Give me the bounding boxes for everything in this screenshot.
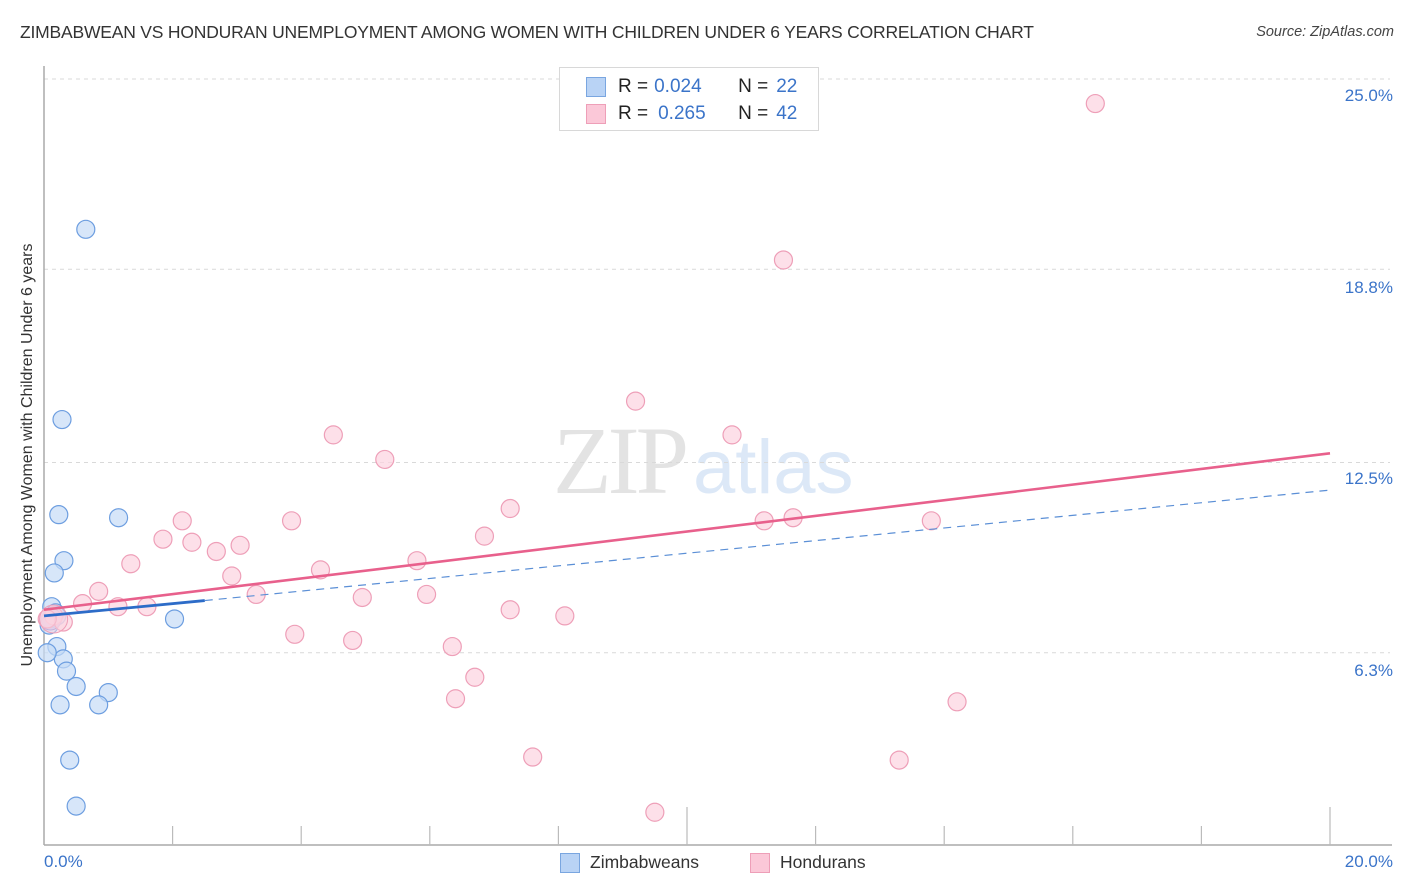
zimbabweans-trend-line xyxy=(43,599,205,618)
honduran-point xyxy=(375,449,395,470)
zimbabwean-point xyxy=(44,563,64,583)
r-label: R = xyxy=(618,103,649,124)
honduran-point xyxy=(222,566,242,586)
honduran-point xyxy=(172,511,192,531)
legend-label: Zimbabweans xyxy=(590,852,699,872)
honduran-point xyxy=(407,551,427,571)
legend-item-hondurans[interactable]: Hondurans xyxy=(750,852,866,873)
zimbabwean-point xyxy=(89,695,109,715)
zimbabwean-point xyxy=(50,695,70,715)
n-label: N = xyxy=(738,76,769,97)
legend-row-hondurans: R = 0.265 N = 42 xyxy=(586,102,797,126)
zimbabwean-point xyxy=(66,676,86,697)
source-label: Source: ZipAtlas.com xyxy=(1256,24,1394,40)
zimbabwean-point xyxy=(49,505,69,525)
honduran-point xyxy=(89,581,109,601)
r-value: 0.265 xyxy=(658,103,706,124)
legend-row-zimbabweans: R = 0.024 N = 22 xyxy=(586,75,797,99)
honduran-point xyxy=(343,630,363,651)
zimbabwean-point xyxy=(60,750,80,770)
zimbabweans-swatch xyxy=(586,77,606,97)
zimbabwean-point xyxy=(108,508,129,528)
trend-lines xyxy=(43,452,1331,618)
chart-title: ZIMBABWEAN VS HONDURAN UNEMPLOYMENT AMON… xyxy=(20,22,1034,42)
honduran-point xyxy=(285,624,305,644)
y-tick-12-5: 12.5% xyxy=(1344,469,1393,488)
zimbabweans-swatch xyxy=(560,852,580,873)
axes xyxy=(43,66,1392,846)
hondurans-swatch xyxy=(750,852,770,873)
hondurans-points xyxy=(37,93,1105,822)
r-value: 0.024 xyxy=(654,76,702,97)
y-tick-18-8: 18.8% xyxy=(1344,278,1393,297)
x-tick-20: 20.0% xyxy=(1344,852,1393,871)
honduran-point xyxy=(281,511,302,531)
legend-label: Hondurans xyxy=(780,852,866,872)
honduran-point xyxy=(352,587,372,608)
honduran-point xyxy=(465,667,485,687)
hondurans-trend-line xyxy=(43,452,1331,612)
honduran-point xyxy=(230,535,250,555)
y-tick-25: 25.0% xyxy=(1344,86,1393,105)
zimbabweans-points xyxy=(37,219,185,816)
honduran-point xyxy=(39,604,69,634)
honduran-point xyxy=(773,250,794,270)
honduran-point xyxy=(153,529,173,549)
legend-item-zimbabweans[interactable]: Zimbabweans xyxy=(560,852,699,873)
n-label: N = xyxy=(738,103,769,124)
zimbabwean-point xyxy=(37,643,57,663)
honduran-point xyxy=(722,425,742,445)
honduran-point xyxy=(416,584,437,605)
zimbabwean-point xyxy=(52,409,72,430)
honduran-point xyxy=(625,391,646,411)
honduran-point xyxy=(500,600,520,620)
honduran-point xyxy=(206,541,226,562)
honduran-point xyxy=(500,498,520,519)
honduran-point xyxy=(921,511,941,531)
r-label: R = xyxy=(618,76,649,97)
y-tick-6-3: 6.3% xyxy=(1354,661,1393,680)
honduran-point xyxy=(323,425,343,445)
honduran-point xyxy=(645,802,665,822)
correlation-legend: R = 0.024 N = 22 R = 0.265 N = 42 xyxy=(559,67,819,131)
x-tick-0: 0.0% xyxy=(44,852,83,871)
n-value: 22 xyxy=(776,76,798,97)
n-value: 42 xyxy=(776,103,798,124)
honduran-point xyxy=(523,747,543,767)
gridlines xyxy=(44,78,1390,654)
honduran-point xyxy=(1085,93,1105,114)
zimbabweans-trend-extension xyxy=(204,489,1331,602)
honduran-point xyxy=(947,692,967,712)
zimbabwean-point xyxy=(76,219,96,239)
zimbabwean-point xyxy=(66,796,86,816)
honduran-point xyxy=(555,606,575,626)
honduran-point xyxy=(182,532,202,552)
honduran-point xyxy=(442,636,462,657)
honduran-point xyxy=(121,554,141,574)
hondurans-swatch xyxy=(586,104,606,124)
zimbabwean-point xyxy=(164,609,185,629)
honduran-point xyxy=(889,750,909,770)
zimbabwean-point xyxy=(56,661,77,681)
honduran-point xyxy=(474,526,495,546)
honduran-point xyxy=(445,689,466,709)
